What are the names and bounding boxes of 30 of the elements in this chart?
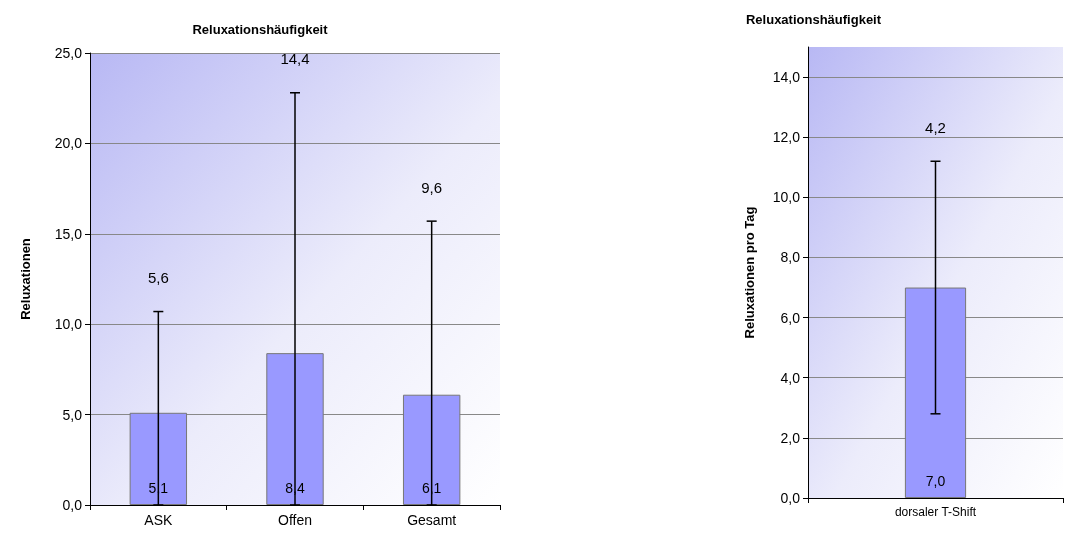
y-tick-label: 6,0: [780, 309, 801, 326]
y-tick-label: 4,0: [780, 369, 801, 386]
y-tick-label: 0,0: [62, 497, 83, 513]
y-tick-label: 12,0: [772, 129, 801, 146]
annotation: 4,2: [925, 118, 946, 136]
y-axis-title: Reluxationen pro Tag: [742, 206, 757, 339]
y-tick-label: 0,0: [780, 490, 801, 506]
y-tick-label: 8,0: [780, 249, 801, 266]
bar: [402, 394, 461, 505]
y-tick-label: 15,0: [54, 225, 83, 242]
x-tick-label: Offen: [278, 512, 312, 528]
bar: [129, 412, 188, 505]
y-axis-title: Reluxationen: [18, 238, 33, 320]
y-tick-label: 2,0: [780, 429, 801, 446]
data-label: 7,0: [925, 473, 946, 489]
x-tick-label: Gesamt: [407, 512, 457, 528]
bar: [266, 353, 324, 505]
chart-title: Reluxationshäufigkeit: [745, 12, 882, 27]
y-tick-label: 10,0: [54, 316, 83, 333]
chart-title: Reluxationshäufigkeit: [192, 22, 329, 37]
y-tick-label: 10,0: [772, 189, 801, 206]
annotation: 9,6: [421, 178, 443, 196]
y-tick-label: 25,0: [54, 45, 83, 61]
y-tick-label: 14,0: [772, 69, 801, 86]
x-tick-label: dorsaler T-Shift: [894, 505, 977, 519]
annotation: 14,4: [280, 50, 310, 68]
annotation: 5,6: [147, 269, 169, 287]
y-tick-label: 5,0: [62, 406, 83, 423]
y-tick-label: 20,0: [54, 135, 83, 152]
x-tick-label: ASK: [144, 512, 173, 528]
